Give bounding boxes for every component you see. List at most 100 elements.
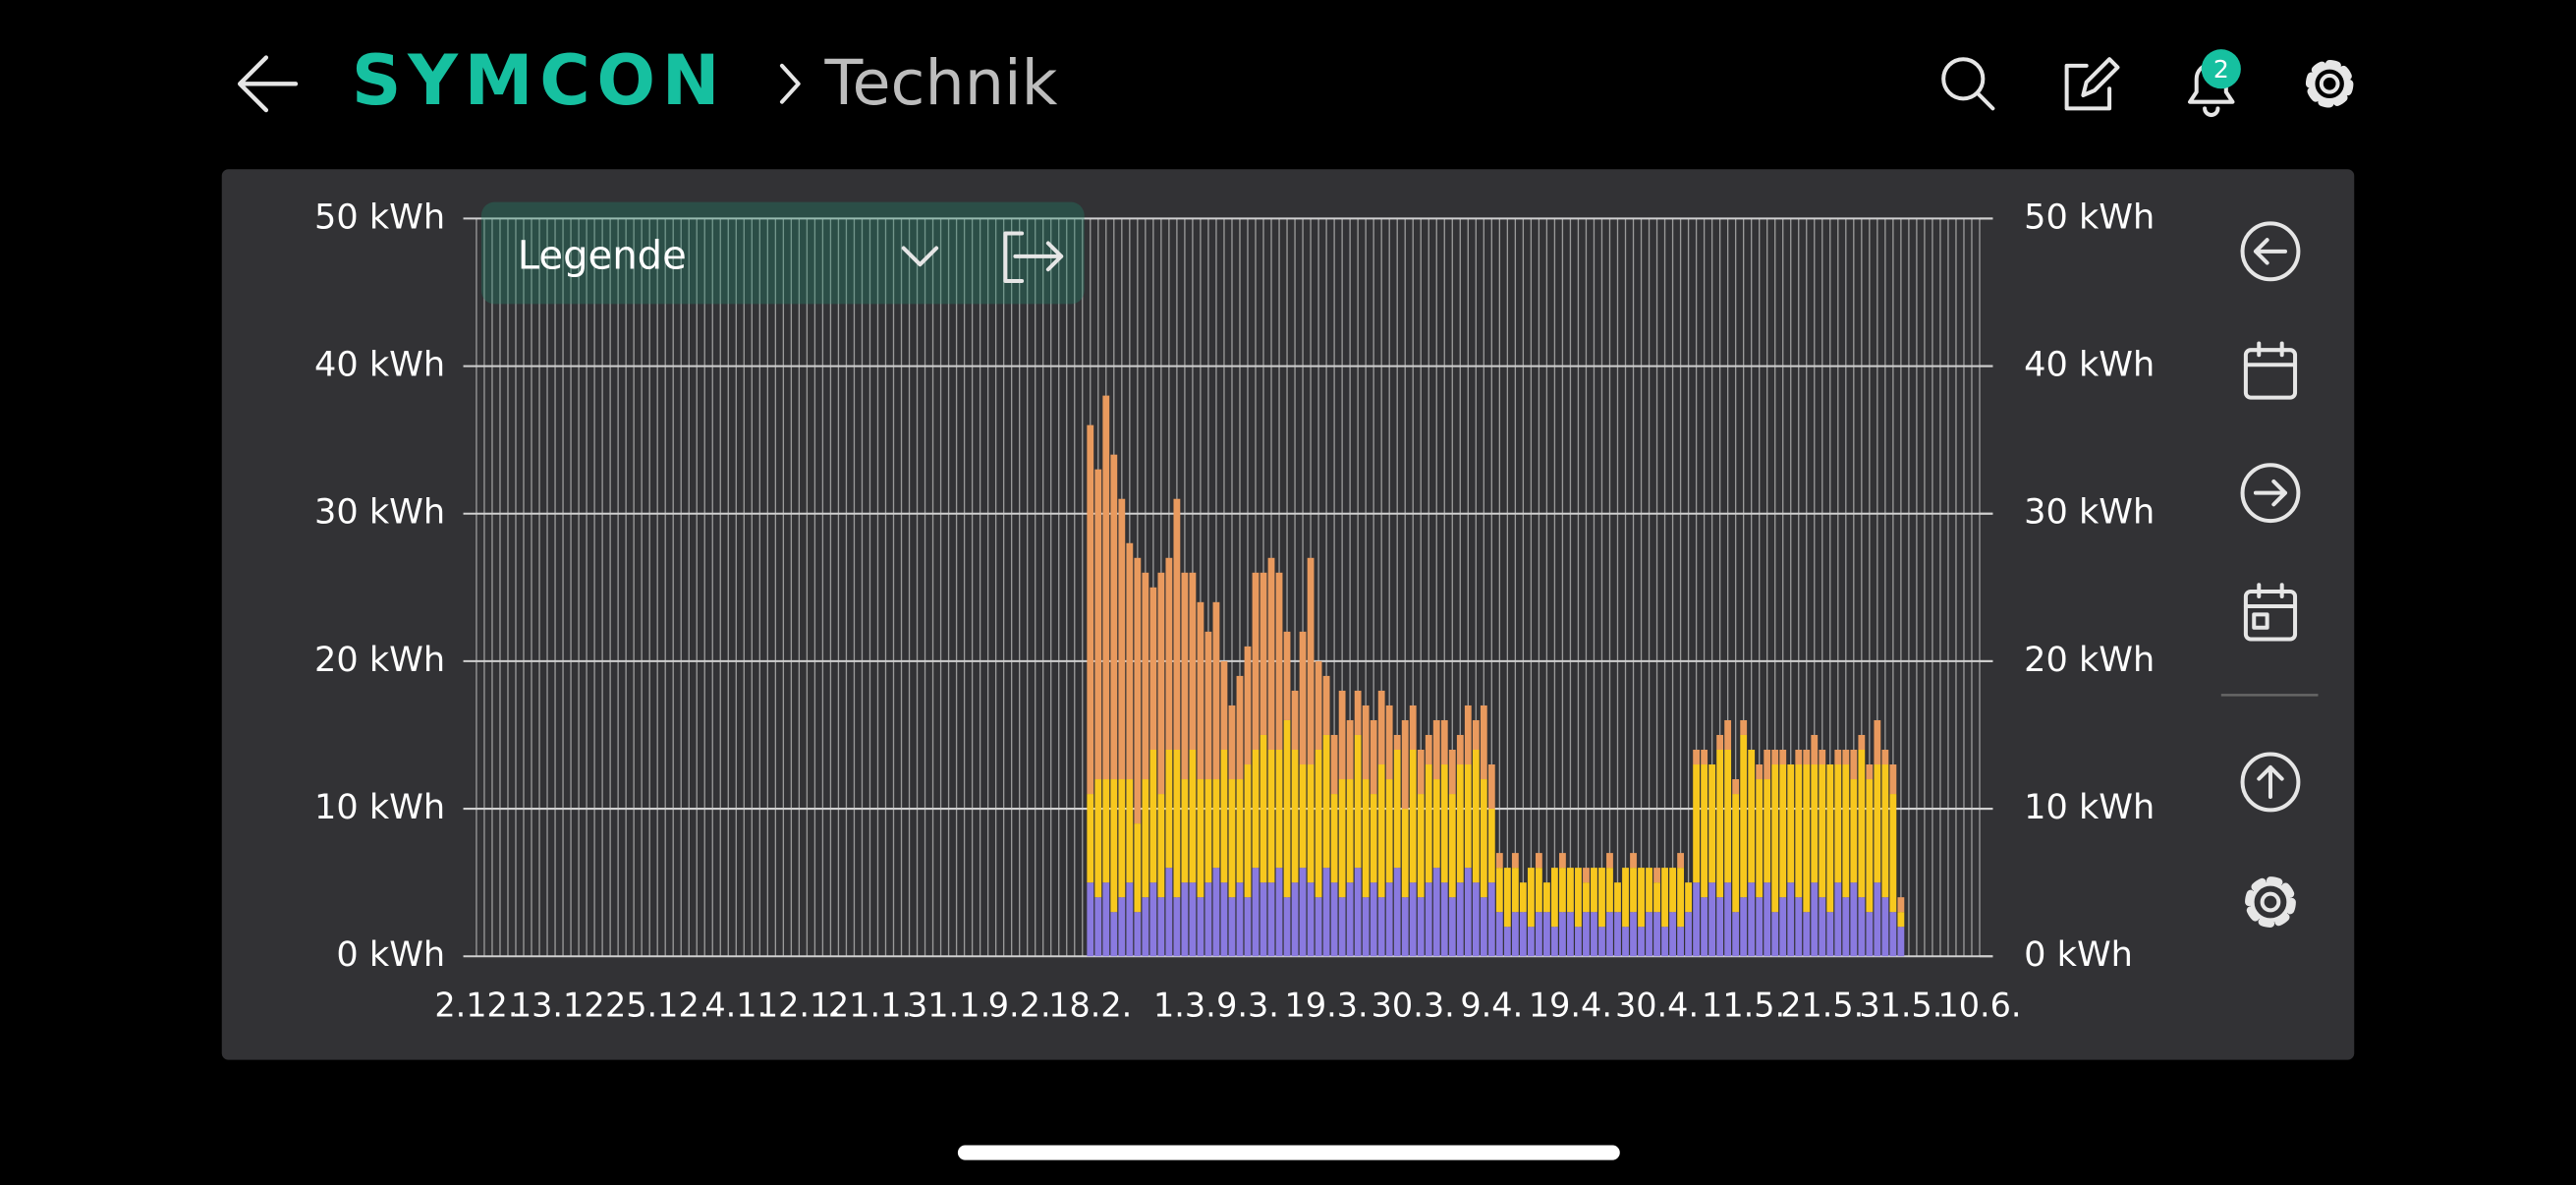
bar-segment bbox=[1212, 601, 1220, 780]
bar-segment bbox=[1677, 927, 1684, 957]
bar-segment bbox=[1102, 779, 1110, 883]
bar-segment bbox=[1189, 572, 1197, 750]
bar-segment bbox=[1874, 719, 1881, 765]
bar-segment bbox=[1322, 675, 1330, 735]
x-tick-label: 18.2. bbox=[1048, 987, 1132, 1025]
notifications-button[interactable]: 2 bbox=[2188, 49, 2241, 118]
bar-segment bbox=[1173, 498, 1181, 750]
y-tick-label: 40 kWh bbox=[314, 345, 445, 385]
bar-segment bbox=[1267, 557, 1275, 750]
bar-segment bbox=[1559, 853, 1566, 869]
bar-segment bbox=[1094, 469, 1102, 780]
bar-segment bbox=[1142, 897, 1149, 957]
bar-segment bbox=[1425, 764, 1432, 883]
bar-segment bbox=[1779, 764, 1787, 898]
today-button[interactable] bbox=[2243, 583, 2298, 642]
bar-segment bbox=[1212, 868, 1220, 957]
bar-segment bbox=[1527, 868, 1535, 928]
bar-segment bbox=[1614, 912, 1621, 957]
y-tick-label: 0 kWh bbox=[336, 934, 445, 975]
bar-segment bbox=[1118, 897, 1126, 957]
bar-segment bbox=[1377, 690, 1385, 765]
bar-segment bbox=[1448, 897, 1456, 957]
bar-segment bbox=[1622, 868, 1629, 928]
bar-segment bbox=[1370, 719, 1377, 795]
edit-button[interactable] bbox=[2064, 57, 2120, 111]
bar-segment bbox=[1701, 897, 1708, 957]
breadcrumb[interactable]: Technik bbox=[823, 46, 1057, 119]
bar-segment bbox=[1653, 868, 1660, 883]
bar-segment bbox=[1764, 882, 1771, 957]
bar-segment bbox=[1370, 794, 1377, 883]
bar-segment bbox=[1487, 882, 1495, 957]
bar-segment bbox=[1087, 424, 1094, 795]
bar-segment bbox=[1748, 749, 1756, 883]
bar-segment bbox=[1495, 853, 1503, 869]
bar-segment bbox=[1094, 779, 1102, 898]
bar-segment bbox=[1456, 734, 1464, 765]
bar-segment bbox=[1267, 749, 1275, 883]
bar-segment bbox=[1669, 868, 1676, 913]
bar-segment bbox=[1535, 853, 1542, 869]
export-button[interactable] bbox=[2240, 752, 2301, 813]
bar-segment bbox=[1464, 868, 1472, 957]
calendar-button[interactable] bbox=[2243, 341, 2298, 400]
x-tick-label: 11.5. bbox=[1702, 987, 1785, 1025]
bar-segment bbox=[1149, 882, 1157, 957]
bar-segment bbox=[1503, 927, 1511, 957]
bar-segment bbox=[1267, 882, 1275, 957]
bar-segment bbox=[1165, 868, 1173, 957]
bar-segment bbox=[1260, 882, 1267, 957]
bar-segment bbox=[1685, 912, 1692, 957]
bar-segment bbox=[1142, 779, 1149, 898]
y2-tick-label: 30 kWh bbox=[2024, 492, 2155, 533]
bar-segment bbox=[1630, 912, 1637, 957]
bar-segment bbox=[1811, 764, 1819, 883]
bar-segment bbox=[1275, 572, 1283, 750]
bar-segment bbox=[1858, 749, 1866, 898]
bar-segment bbox=[1551, 927, 1558, 957]
bar-segment bbox=[1819, 749, 1826, 765]
search-button[interactable] bbox=[1941, 57, 1995, 111]
bar-segment bbox=[1889, 912, 1897, 957]
x-tick-label: 31.5. bbox=[1859, 987, 1942, 1025]
bar-segment bbox=[1322, 734, 1330, 869]
bar-segment bbox=[1346, 882, 1354, 957]
bar-segment bbox=[1897, 927, 1905, 957]
bar-segment bbox=[1842, 749, 1850, 765]
bar-segment bbox=[1764, 749, 1771, 780]
plot: 0 kWh 10 kWh 20 kWh 30 kWh 40 kWh 50 kWh 0 kWh… bbox=[314, 197, 2155, 1024]
bar-segment bbox=[1362, 897, 1370, 957]
bar-segment bbox=[1275, 868, 1283, 957]
bar-segment bbox=[1803, 912, 1811, 957]
bar-segment bbox=[1583, 912, 1590, 957]
bar-segment bbox=[1102, 395, 1110, 780]
next-button[interactable] bbox=[2240, 463, 2301, 524]
bar-segment bbox=[1236, 675, 1244, 780]
bar-segment bbox=[1417, 749, 1425, 795]
bar-segment bbox=[1708, 882, 1716, 957]
previous-button[interactable] bbox=[2240, 221, 2301, 282]
x-tick-label: 30.3. bbox=[1372, 987, 1455, 1025]
bar-segment bbox=[1134, 557, 1142, 824]
bar-segment bbox=[1716, 749, 1724, 898]
settings-button[interactable] bbox=[2305, 60, 2354, 108]
bar-segment bbox=[1346, 779, 1354, 883]
y-tick-label: 50 kWh bbox=[314, 197, 445, 237]
bar-segment bbox=[1472, 882, 1480, 957]
bar-segment bbox=[1771, 764, 1779, 913]
back-button[interactable] bbox=[237, 55, 299, 113]
bar-segment bbox=[1197, 897, 1204, 957]
bar-segment bbox=[1787, 882, 1795, 957]
y-tick-label: 10 kWh bbox=[314, 787, 445, 827]
bar-segment bbox=[1236, 779, 1244, 883]
bar-segment bbox=[1614, 882, 1621, 913]
bar-segment bbox=[1874, 764, 1881, 883]
chart-settings-button[interactable] bbox=[2245, 876, 2296, 928]
home-indicator bbox=[957, 1145, 1620, 1160]
bar-segment bbox=[1701, 749, 1708, 765]
bar-segment bbox=[1701, 764, 1708, 898]
legend-toggle[interactable]: Legende bbox=[480, 201, 1085, 305]
bar-segment bbox=[1440, 719, 1448, 765]
bar-segment bbox=[1197, 601, 1204, 780]
